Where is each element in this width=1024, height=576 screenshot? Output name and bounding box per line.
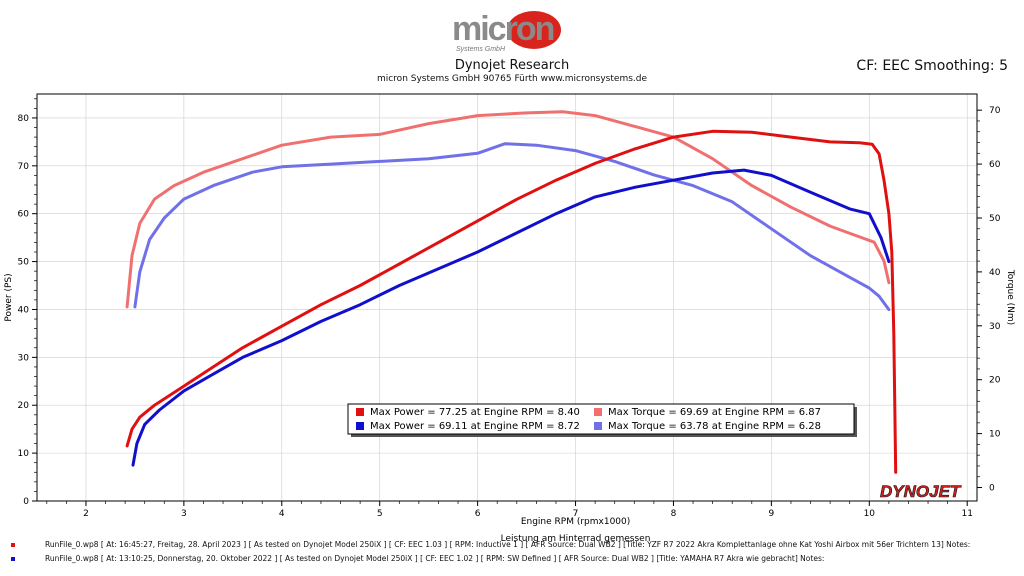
legend-entry: Max Power = 77.25 at Engine RPM = 8.40 (370, 407, 580, 418)
x-tick-label: 7 (573, 509, 579, 519)
dynojet-logo: DYNOJET (880, 482, 962, 501)
x-tick-label: 8 (671, 509, 677, 519)
x-tick-label: 5 (377, 509, 383, 519)
y2-tick-label: 20 (989, 376, 1001, 386)
legend-entry: Max Torque = 69.69 at Engine RPM = 6.87 (608, 407, 821, 418)
y-tick-label: 30 (18, 353, 30, 363)
legend-swatch (594, 408, 602, 416)
series-line-2 (131, 168, 891, 467)
run2-color-marker (11, 557, 15, 561)
x-axis-sublabel: Leistung am Hinterrad gemessen (501, 534, 651, 544)
y-tick-label: 70 (18, 162, 30, 172)
y2-tick-label: 30 (989, 322, 1001, 332)
y2-tick-label: 40 (989, 268, 1001, 278)
page-title: Dynojet Research (454, 58, 570, 73)
run1-color-marker (11, 543, 15, 547)
series-line-1 (125, 129, 898, 474)
axis-ticks: 2 3 4 5 6 7 8 9 10 11 0 10 20 30 40 50 60 70 80 0 10 20 30 40 50… (18, 98, 1001, 519)
y2-tick-label: 60 (989, 160, 1001, 170)
x-tick-label: 10 (864, 509, 876, 519)
plot-frame (36, 93, 978, 502)
legend-swatch (594, 422, 602, 430)
x-axis-label: Engine RPM (rpmx1000) (521, 517, 630, 527)
y-tick-label: 50 (18, 258, 30, 268)
x-tick-label: 6 (475, 509, 481, 519)
y2-tick-label: 70 (989, 106, 1001, 116)
x-tick-label: 9 (769, 509, 775, 519)
y-tick-label: 10 (18, 449, 30, 459)
y-tick-label: 40 (18, 305, 30, 315)
y2-axis-label: Torque (Nm) (1005, 269, 1015, 325)
x-tick-label: 11 (961, 509, 972, 519)
y-tick-label: 0 (23, 497, 29, 507)
y-tick-label: 20 (18, 401, 30, 411)
cf-label: CF: EEC Smoothing: 5 (856, 58, 1008, 74)
legend: Max Power = 77.25 at Engine RPM = 8.40 Ma… (347, 403, 857, 437)
legend-entry: Max Torque = 63.78 at Engine RPM = 6.28 (608, 421, 821, 432)
series-group (125, 110, 898, 474)
brand-main-text: micron (452, 10, 554, 48)
y2-tick-label: 50 (989, 214, 1001, 224)
run2-info: RunFile_0.wp8 [ At: 13:10:25, Donnerstag… (45, 554, 825, 563)
page-subtitle: micron Systems GmbH 90765 Fürth www.micr… (376, 74, 648, 84)
micron-logo: micron Systems GmbH (448, 8, 578, 56)
y-tick-label: 60 (18, 210, 30, 220)
grid (37, 94, 977, 502)
legend-entry: Max Power = 69.11 at Engine RPM = 8.72 (370, 421, 580, 432)
y2-tick-label: 0 (989, 484, 995, 494)
y-tick-label: 80 (18, 114, 30, 124)
series-line-4 (133, 142, 891, 312)
y2-tick-label: 10 (989, 430, 1001, 440)
y-axis-label: Power (PS) (4, 273, 14, 321)
legend-swatch (356, 422, 364, 430)
run1-info: RunFile_0.wp8 [ At: 16:45:27, Freitag, 2… (45, 540, 971, 549)
brand-sub-text: Systems GmbH (456, 46, 506, 53)
series-line-3 (125, 110, 891, 309)
legend-swatch (356, 408, 364, 416)
x-tick-label: 2 (83, 509, 89, 519)
x-tick-label: 3 (181, 509, 187, 519)
x-tick-label: 4 (279, 509, 285, 519)
